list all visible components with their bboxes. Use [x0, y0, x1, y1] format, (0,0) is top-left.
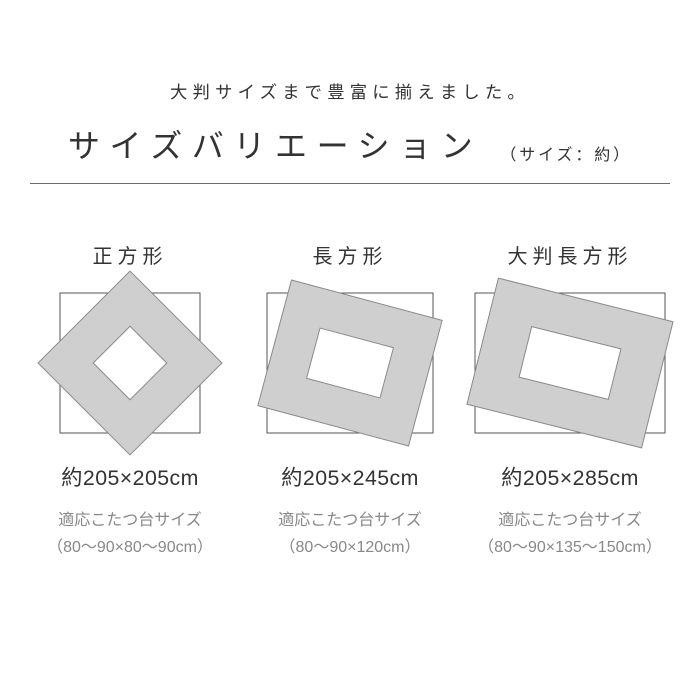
page: 大判サイズまで豊富に揃えました。 サイズバリエーション （サイズ：約） 正方形 …	[0, 0, 700, 700]
cards-row: 正方形 約205×205cm 適応こたつ台サイズ （80〜90×80〜90cm）…	[30, 240, 670, 557]
shape-label: 長方形	[313, 240, 388, 269]
compat-label: 適応こたつ台サイズ	[278, 506, 422, 530]
compat-range: （80〜90×120cm）	[280, 533, 421, 557]
compat-label: 適応こたつ台サイズ	[498, 506, 642, 530]
card-square: 正方形 約205×205cm 適応こたつ台サイズ （80〜90×80〜90cm）	[30, 240, 230, 557]
figure	[250, 283, 450, 443]
approx-prefix: 約	[61, 466, 83, 490]
header-title: サイズバリエーション	[68, 121, 482, 167]
approx-prefix: 約	[281, 466, 303, 490]
approx-prefix: 約	[501, 466, 523, 490]
figure	[470, 283, 670, 443]
dimensions-value: 205×205cm	[83, 466, 199, 490]
compat-label: 適応こたつ台サイズ	[58, 506, 202, 530]
size-diagram-svg	[470, 283, 670, 443]
header-title-note: （サイズ：約）	[500, 141, 632, 167]
shape-label: 大判長方形	[508, 240, 633, 269]
header-subtitle: 大判サイズまで豊富に揃えました。	[0, 78, 700, 103]
card-large-rect: 大判長方形 約205×285cm 適応こたつ台サイズ （80〜90×135〜15…	[470, 240, 670, 557]
size-diagram-svg	[30, 283, 230, 443]
header-title-row: サイズバリエーション （サイズ：約）	[0, 121, 700, 167]
shape-label: 正方形	[93, 240, 168, 269]
figure	[30, 283, 230, 443]
card-rect: 長方形 約205×245cm 適応こたつ台サイズ （80〜90×120cm）	[250, 240, 450, 557]
size-diagram-svg	[250, 283, 450, 443]
compat-range: （80〜90×135〜150cm）	[478, 533, 662, 557]
dimensions-text: 約205×285cm	[501, 461, 639, 492]
header-rule	[30, 183, 670, 184]
dimensions-value: 205×245cm	[303, 466, 419, 490]
compat-range: （80〜90×80〜90cm）	[47, 533, 213, 557]
dimensions-value: 205×285cm	[523, 466, 639, 490]
dimensions-text: 約205×245cm	[281, 461, 419, 492]
dimensions-text: 約205×205cm	[61, 461, 199, 492]
